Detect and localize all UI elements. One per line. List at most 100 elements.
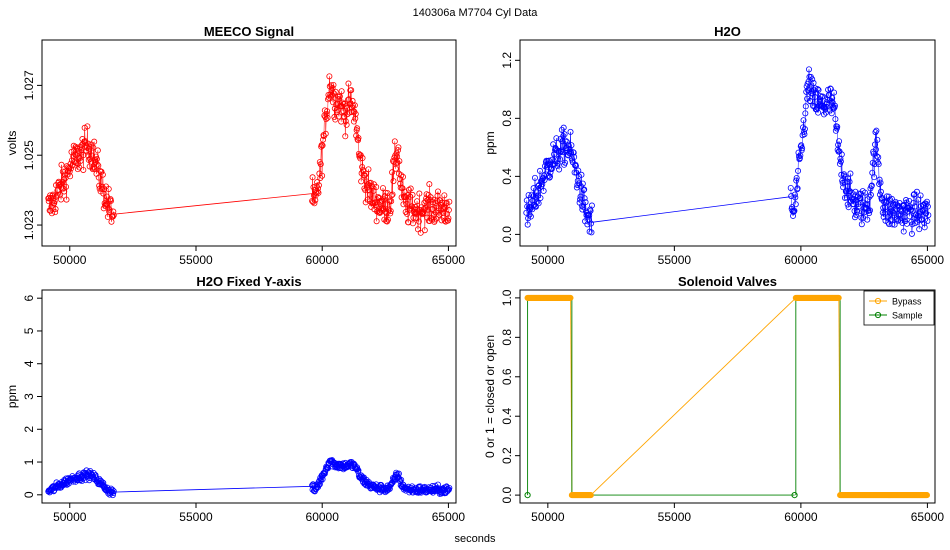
data-point <box>110 212 117 219</box>
gap-connector-line <box>590 196 791 223</box>
y-tick-label: 1.023 <box>22 210 36 240</box>
y-tick-label: 2 <box>22 426 36 433</box>
panel-h2o-fixed-y-axis: H2O Fixed Y-axis ppm 50000 55000 60000 65000 0… <box>5 274 465 524</box>
data-point <box>110 208 117 215</box>
plot-area <box>45 73 453 236</box>
data-point <box>837 155 844 162</box>
data-point <box>793 177 800 184</box>
data-point <box>791 191 798 198</box>
y-tick-label: 0.4 <box>500 168 514 185</box>
data-point <box>314 188 321 195</box>
y-tick-label: 0.4 <box>500 408 514 425</box>
series-bypass-point <box>587 492 594 499</box>
series-bypass-point <box>835 294 842 301</box>
data-point <box>320 469 327 476</box>
x-tick-label: 50000 <box>531 253 565 267</box>
chart-title: H2O Fixed Y-axis <box>196 274 301 289</box>
data-point <box>855 200 862 207</box>
x-tick-label: 60000 <box>306 510 340 524</box>
y-tick-label: 5 <box>22 327 36 334</box>
data-point <box>100 479 107 486</box>
data-point <box>444 217 451 224</box>
data-point <box>386 485 393 492</box>
data-point <box>566 146 573 153</box>
x-tick-label: 50000 <box>53 510 87 524</box>
y-tick-label: 1.027 <box>22 70 36 100</box>
data-point <box>352 115 359 122</box>
x-tick-label: 55000 <box>658 253 692 267</box>
y-axis-label: ppm <box>483 131 497 154</box>
chart-title: Solenoid Valves <box>678 274 777 289</box>
data-point <box>925 212 932 219</box>
y-axis-label: ppm <box>5 385 19 408</box>
legend-label-sample: Sample <box>892 311 923 321</box>
data-point <box>790 208 797 215</box>
data-point <box>387 210 394 217</box>
plot-frame <box>41 39 457 247</box>
data-point <box>109 492 116 499</box>
y-tick-label: 0 <box>22 491 36 498</box>
chart-title: MEECO Signal <box>204 24 294 39</box>
data-point <box>49 191 56 198</box>
data-point <box>526 206 533 213</box>
data-point <box>420 209 427 216</box>
series-bypass-point <box>923 492 931 499</box>
data-point <box>321 470 328 477</box>
data-point <box>890 210 897 217</box>
y-tick-label: 1 <box>22 458 36 465</box>
legend-marker-bypass <box>874 297 882 305</box>
x-tick-label: 50000 <box>53 253 87 267</box>
y-tick-label: 1.0 <box>500 289 514 306</box>
data-point <box>800 128 807 135</box>
data-point <box>52 209 59 216</box>
data-point <box>795 153 802 160</box>
data-point <box>823 103 830 110</box>
gap-connector-line <box>112 485 313 493</box>
legend-box <box>863 290 935 326</box>
x-tick-label: 50000 <box>531 510 565 524</box>
legend: Bypass Sample <box>863 290 935 326</box>
data-point <box>921 220 928 227</box>
legend-label-bypass: Bypass <box>892 297 922 307</box>
plot-frame <box>519 39 936 247</box>
data-point <box>396 175 403 182</box>
x-tick-label: 60000 <box>784 510 818 524</box>
y-tick-label: 0.0 <box>500 226 514 243</box>
panel-solenoid-valves: Solenoid Valves 0 or 1 = closed or open 50… <box>483 274 944 524</box>
y-axis-label: volts <box>5 131 19 156</box>
x-tick-label: 65000 <box>432 510 466 524</box>
data-point <box>394 147 401 154</box>
data-point <box>355 137 362 144</box>
series-sample-point <box>524 492 531 499</box>
data-point <box>588 202 595 209</box>
panel-h2o: H2O ppm 50000 55000 60000 65000 0.0 0.4 0.8 1.2 <box>483 24 944 267</box>
data-point <box>578 203 585 210</box>
chart-title: H2O <box>714 24 741 39</box>
y-tick-label: 1.2 <box>500 52 514 69</box>
figure-xlabel: seconds <box>455 533 496 545</box>
y-tick-label: 4 <box>22 360 36 367</box>
data-point <box>541 172 548 179</box>
data-point <box>320 136 327 143</box>
y-axis-label: 0 or 1 = closed or open <box>483 335 497 458</box>
data-point <box>574 182 581 189</box>
gap-connector-line <box>112 193 313 215</box>
plot-frame <box>41 289 457 504</box>
y-tick-label: 0.6 <box>500 368 514 385</box>
data-point <box>354 466 361 473</box>
data-point <box>315 482 322 489</box>
plot-area <box>523 66 932 237</box>
data-point <box>570 149 577 156</box>
data-point <box>796 155 803 162</box>
y-tick-label: 1.025 <box>22 140 36 170</box>
x-tick-label: 60000 <box>784 253 818 267</box>
plot-frame <box>519 289 936 504</box>
data-point <box>357 155 364 162</box>
series-bypass-point <box>567 294 574 301</box>
data-point <box>446 485 453 492</box>
panel-meeco-signal: MEECO Signal volts 50000 55000 60000 65000 1.0… <box>5 24 465 267</box>
data-point <box>829 95 836 102</box>
x-tick-label: 60000 <box>306 253 340 267</box>
data-point <box>554 162 561 169</box>
